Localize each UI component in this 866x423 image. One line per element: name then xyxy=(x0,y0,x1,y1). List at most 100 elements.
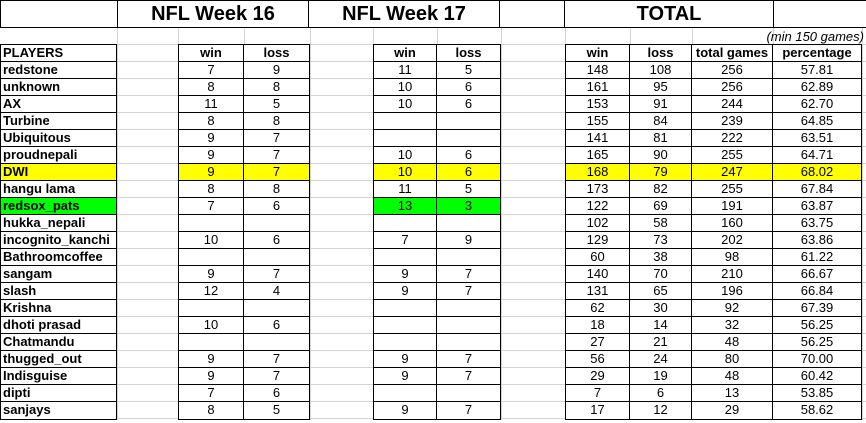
percentage-cell: 68.02 xyxy=(773,164,861,181)
total-loss-cell: 73 xyxy=(630,232,692,249)
win-cell: 7 xyxy=(179,385,244,402)
loss-cell: 5 xyxy=(437,181,500,198)
win-cell: 9 xyxy=(374,351,437,368)
total-games-cell: 160 xyxy=(692,215,773,232)
loss-cell: 5 xyxy=(244,96,309,113)
percentage-cell: 64.71 xyxy=(773,147,861,164)
win-cell: 13 xyxy=(374,198,437,215)
loss-cell: 7 xyxy=(244,266,309,283)
total-win-cell: 29 xyxy=(566,368,630,385)
win-cell: 12 xyxy=(179,283,244,300)
win-cell xyxy=(374,334,437,351)
total-win-cell: 129 xyxy=(566,232,630,249)
total-loss-cell: 82 xyxy=(630,181,692,198)
loss-cell: 7 xyxy=(437,266,500,283)
total-games-cell: 255 xyxy=(692,147,773,164)
loss-cell xyxy=(437,385,500,402)
win-cell xyxy=(179,334,244,351)
week17-title: NFL Week 17 xyxy=(308,0,499,28)
win-cell: 9 xyxy=(179,266,244,283)
percentage-cell: 58.62 xyxy=(800,402,834,417)
total-games-cell: 202 xyxy=(692,232,773,249)
total-games-cell: 196 xyxy=(692,283,773,300)
total-win-cell: 168 xyxy=(566,164,630,181)
win-header: win xyxy=(374,45,437,62)
total-win-cell: 148 xyxy=(566,62,630,79)
percentage-cell: 62.70 xyxy=(773,96,861,113)
loss-cell: 7 xyxy=(244,368,309,385)
win-cell: 9 xyxy=(374,266,437,283)
win-cell: 10 xyxy=(179,232,244,249)
total-loss-cell: 58 xyxy=(630,215,692,232)
win-cell: 9 xyxy=(179,351,244,368)
loss-cell xyxy=(437,249,500,266)
win-cell xyxy=(374,113,437,130)
total-loss-cell: 38 xyxy=(630,249,692,266)
player-name-cell: incognito_kanchi xyxy=(1,232,116,249)
loss-cell xyxy=(244,300,309,317)
loss-cell xyxy=(437,317,500,334)
loss-header: loss xyxy=(437,45,500,62)
loss-cell: 7 xyxy=(437,368,500,385)
total-win-cell: 131 xyxy=(566,283,630,300)
total-win-cell: 62 xyxy=(566,300,630,317)
win-cell: 9 xyxy=(179,164,244,181)
loss-cell: 7 xyxy=(244,351,309,368)
percentage-cell: 53.85 xyxy=(773,385,861,402)
loss-cell: 7 xyxy=(437,283,500,300)
player-name-cell: thugged_out xyxy=(1,351,116,368)
total-loss-cell: 108 xyxy=(630,62,692,79)
win-cell xyxy=(374,215,437,232)
total-loss-cell: 19 xyxy=(630,368,692,385)
player-name-cell: Chatmandu xyxy=(1,334,116,351)
percentage-cell: 67.84 xyxy=(773,181,861,198)
player-name-cell: proudnepali xyxy=(1,147,116,164)
total-loss-cell: 6 xyxy=(630,385,692,402)
total-win-cell: 122 xyxy=(566,198,630,215)
total-games-cell: 255 xyxy=(692,181,773,198)
loss-cell: 6 xyxy=(437,147,500,164)
loss-cell: 7 xyxy=(244,130,309,147)
loss-cell: 6 xyxy=(244,198,309,215)
total-loss-cell: 30 xyxy=(630,300,692,317)
percentage-cell: 67.39 xyxy=(773,300,861,317)
loss-cell: 7 xyxy=(244,164,309,181)
total-loss-cell: 21 xyxy=(630,334,692,351)
win-cell: 11 xyxy=(374,181,437,198)
total-loss-cell: 70 xyxy=(630,266,692,283)
loss-cell xyxy=(244,215,309,232)
total-win-cell: 173 xyxy=(566,181,630,198)
win-cell: 9 xyxy=(374,368,437,385)
week16-title: NFL Week 16 xyxy=(117,0,308,28)
percentage-header: percentage xyxy=(773,45,861,62)
total-win-cell: 153 xyxy=(566,96,630,113)
percentage-cell: 56.25 xyxy=(773,334,861,351)
total-win-cell: 155 xyxy=(566,113,630,130)
percentage-cell: 62.89 xyxy=(773,79,861,96)
loss-cell: 8 xyxy=(244,79,309,96)
player-name-cell: Indisguise xyxy=(1,368,116,385)
loss-header: loss xyxy=(630,45,692,62)
total-table: win loss total games percentage 148 108 256 57.… xyxy=(565,44,862,420)
total-games-cell: 48 xyxy=(692,334,773,351)
total-loss-cell: 81 xyxy=(630,130,692,147)
win-cell xyxy=(374,317,437,334)
total-games-cell: 92 xyxy=(692,300,773,317)
loss-cell: 6 xyxy=(437,164,500,181)
player-name-cell: DWI xyxy=(1,164,116,181)
percentage-cell: 57.81 xyxy=(773,62,861,79)
total-win-cell: 18 xyxy=(566,317,630,334)
total-games-cell: 80 xyxy=(692,351,773,368)
win-cell: 11 xyxy=(179,96,244,113)
loss-cell: 6 xyxy=(244,232,309,249)
total-loss-cell: 84 xyxy=(630,113,692,130)
player-name-cell: Ubiquitous xyxy=(1,130,116,147)
percentage-cell: 63.86 xyxy=(773,232,861,249)
win-cell: 10 xyxy=(374,164,437,181)
win-cell: 8 xyxy=(179,181,244,198)
percentage-cell: 63.51 xyxy=(773,130,861,147)
win-cell xyxy=(179,215,244,232)
total-games-cell: 256 xyxy=(692,79,773,96)
loss-cell: 6 xyxy=(437,79,500,96)
player-name-cell: sanjays xyxy=(3,402,51,417)
